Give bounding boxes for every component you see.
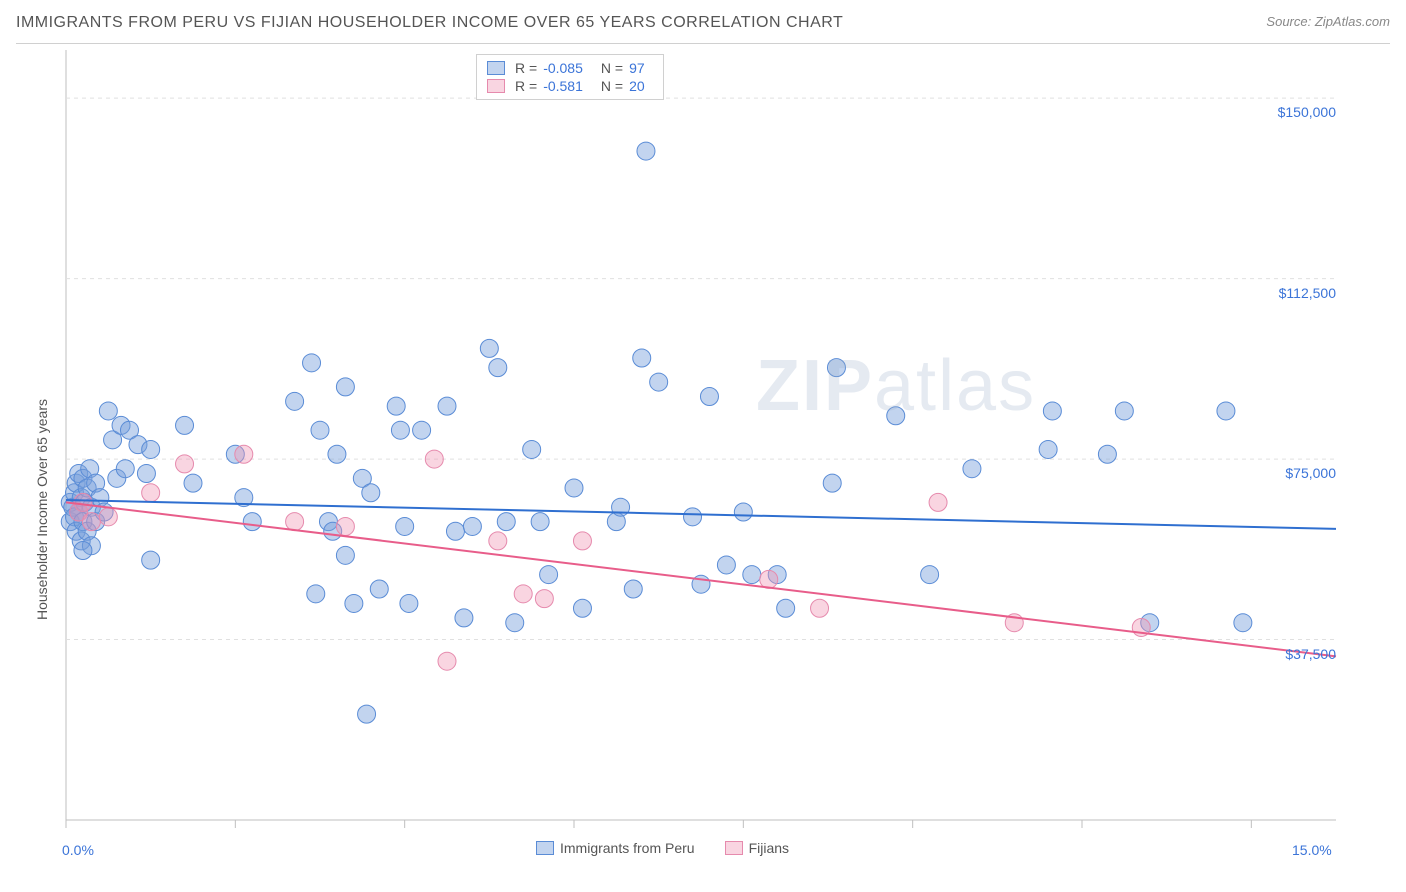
legend-r-value-peru: -0.085 [543,60,583,76]
y-tick-label: $150,000 [1256,104,1336,120]
legend-n-label: N = [601,78,623,94]
y-tick-label: $37,500 [1256,646,1336,662]
source-name: ZipAtlas.com [1315,14,1390,29]
source-attribution: Source: ZipAtlas.com [1266,14,1390,29]
legend-n-label: N = [601,60,623,76]
legend-r-label: R = [515,60,537,76]
series-legend: Immigrants from Peru Fijians [536,840,789,856]
y-axis-label: Householder Income Over 65 years [34,399,50,620]
x-axis-min-label: 0.0% [62,842,94,858]
legend-r-label: R = [515,78,537,94]
series-label-peru: Immigrants from Peru [560,840,695,856]
legend-swatch-fijians [725,841,743,855]
correlation-legend: R = -0.085 N = 97 R = -0.581 N = 20 [476,54,664,100]
legend-swatch-fijians [487,79,505,93]
legend-n-value-peru: 97 [629,60,645,76]
chart-header: IMMIGRANTS FROM PERU VS FIJIAN HOUSEHOLD… [16,14,1390,44]
legend-row-fijians: R = -0.581 N = 20 [487,77,653,95]
chart-container: ZIPatlas Householder Income Over 65 year… [16,50,1390,882]
legend-row-peru: R = -0.085 N = 97 [487,59,653,77]
legend-r-value-fijians: -0.581 [543,78,583,94]
series-legend-item-peru: Immigrants from Peru [536,840,695,856]
series-legend-item-fijians: Fijians [725,840,789,856]
scatter-chart-svg [16,50,1390,882]
y-tick-label: $75,000 [1256,465,1336,481]
legend-swatch-peru [487,61,505,75]
y-tick-label: $112,500 [1256,285,1336,301]
x-axis-max-label: 15.0% [1292,842,1332,858]
legend-n-value-fijians: 20 [629,78,645,94]
chart-title: IMMIGRANTS FROM PERU VS FIJIAN HOUSEHOLD… [16,14,843,32]
series-label-fijians: Fijians [749,840,789,856]
source-prefix: Source: [1266,14,1311,29]
legend-swatch-peru [536,841,554,855]
